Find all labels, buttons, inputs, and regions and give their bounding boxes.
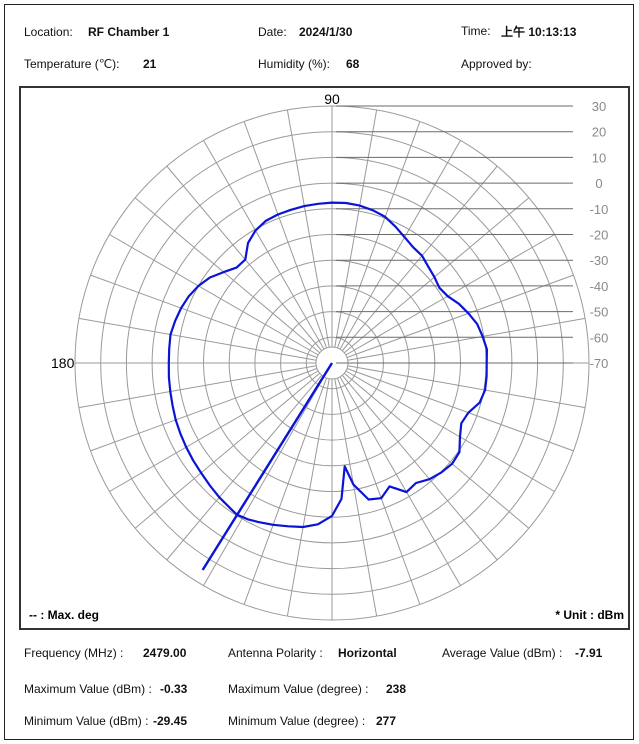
time-label: Time:	[461, 24, 491, 38]
grid-spoke	[109, 370, 319, 492]
grid-spoke	[334, 378, 378, 617]
angle-label-90: 90	[324, 91, 340, 107]
polarity-value: Horizontal	[338, 646, 397, 660]
time-value: 上午 10:13:13	[501, 25, 577, 39]
radial-tick-label: -10	[590, 202, 609, 217]
grid-spoke	[90, 368, 318, 452]
grid-spoke	[347, 365, 586, 409]
radial-ticks: 30 20 10 0 -10 -20 -30 -40 -50 -60 -70	[336, 99, 608, 371]
radial-tick-label: 0	[595, 176, 602, 191]
radial-tick-label: -30	[590, 253, 609, 268]
humidity-value: 68	[346, 57, 360, 71]
radial-tick-label: -60	[590, 330, 609, 345]
grid-spoke	[203, 376, 325, 586]
polarity-label: Antenna Polarity :	[228, 646, 323, 660]
grid-spoke	[78, 365, 317, 409]
min-degree-value: 277	[376, 714, 397, 728]
grid-spoke	[345, 370, 555, 492]
grid-spoke	[78, 317, 317, 361]
grid-spoke	[347, 317, 586, 361]
grid-spoke	[337, 377, 421, 605]
max-degree-label: Maximum Value (degree) :	[228, 682, 369, 696]
angle-label-270: 270	[320, 625, 344, 628]
grid-spoke	[286, 378, 330, 617]
grid-spoke	[345, 234, 555, 356]
humidity-label: Humidity (%):	[258, 57, 331, 71]
grid-spoke	[134, 372, 321, 529]
max-degree-value: 238	[386, 682, 407, 696]
grid-spoke	[346, 368, 574, 452]
pattern-trace-group	[167, 201, 488, 571]
grid-spoke	[343, 197, 530, 354]
approved-by-label: Approved by:	[461, 57, 532, 71]
pattern-trace	[167, 201, 488, 529]
radial-tick-label: -70	[590, 356, 609, 371]
radial-tick-label: -50	[590, 305, 609, 320]
grid-spoke	[109, 234, 319, 356]
max-value-label: Maximum Value (dBm) :	[24, 682, 152, 696]
legend-max-deg: -- : Max. deg	[29, 608, 99, 622]
max-value: -0.33	[160, 682, 188, 696]
report-frame	[4, 4, 634, 740]
temperature-label: Temperature (℃):	[24, 57, 120, 71]
date-label: Date:	[258, 25, 287, 39]
grid-spoke	[343, 372, 530, 529]
angle-label-180: 180	[51, 355, 75, 371]
grid-spoke	[166, 374, 323, 561]
min-value-label: Minimum Value (dBm) :	[24, 714, 149, 728]
grid-spoke	[339, 140, 461, 350]
radial-tick-label: -40	[590, 279, 609, 294]
unit-label: * Unit : dBm	[555, 608, 624, 622]
grid-spoke	[134, 197, 321, 354]
date-value: 2024/1/30	[299, 25, 353, 39]
min-degree-label: Minimum Value (degree) :	[228, 714, 366, 728]
average-value: -7.91	[575, 646, 603, 660]
grid-spoke	[341, 165, 498, 352]
grid-spoke	[334, 109, 378, 348]
average-label: Average Value (dBm) :	[442, 646, 563, 660]
radial-tick-label: 20	[592, 125, 606, 140]
min-value: -29.45	[153, 714, 188, 728]
frequency-label: Frequency (MHz) :	[24, 646, 124, 660]
frequency-value: 2479.00	[143, 646, 187, 660]
grid-spoke	[166, 165, 323, 352]
temperature-value: 21	[143, 57, 157, 71]
location-value: RF Chamber 1	[88, 25, 170, 39]
radial-tick-label: 30	[592, 99, 606, 114]
radial-tick-label: 10	[592, 150, 606, 165]
grid-spoke	[341, 374, 498, 561]
location-label: Location:	[24, 25, 73, 39]
max-direction-line	[201, 362, 334, 571]
grid-spoke	[90, 274, 318, 358]
grid-spoke	[346, 274, 574, 358]
radial-tick-label: -20	[590, 228, 609, 243]
grid-spoke	[243, 377, 327, 605]
grid-spoke	[243, 121, 327, 349]
grid-spoke	[286, 109, 330, 348]
grid-spoke	[339, 376, 461, 586]
grid-spoke	[203, 140, 325, 350]
